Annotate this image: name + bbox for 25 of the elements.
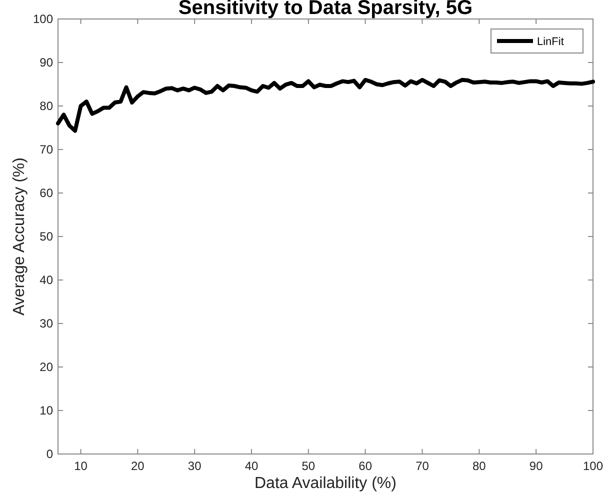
x-tick-label: 80 <box>472 459 486 473</box>
line-series <box>56 78 595 133</box>
x-tick-label: 90 <box>529 459 544 473</box>
y-tick-label: 100 <box>32 12 54 26</box>
x-tick-label: 20 <box>131 459 145 473</box>
x-axis-title: Data Availability (%) <box>254 475 396 492</box>
y-tick-label: 20 <box>40 360 54 374</box>
legend-label: LinFit <box>537 36 564 48</box>
x-tick-label: 100 <box>582 459 603 473</box>
y-tick-label: 50 <box>40 230 54 244</box>
y-tick-label: 40 <box>40 273 54 287</box>
y-tick-label: 80 <box>40 99 54 113</box>
y-tick-label: 90 <box>40 56 54 70</box>
x-tick-label: 60 <box>358 459 372 473</box>
x-tick-label: 50 <box>302 459 316 473</box>
y-tick-label: 70 <box>40 142 54 156</box>
y-tick-label: 0 <box>46 447 54 461</box>
y-tick-label: 60 <box>40 186 54 200</box>
y-tick-label: 30 <box>40 316 54 330</box>
x-tick-label: 30 <box>188 459 202 473</box>
y-tick-label: 10 <box>40 404 54 418</box>
x-tick-label: 40 <box>244 459 259 473</box>
y-axis-title: Average Accuracy (%) <box>11 158 28 316</box>
x-tick-label: 10 <box>74 459 88 473</box>
x-tick-label: 70 <box>416 459 430 473</box>
